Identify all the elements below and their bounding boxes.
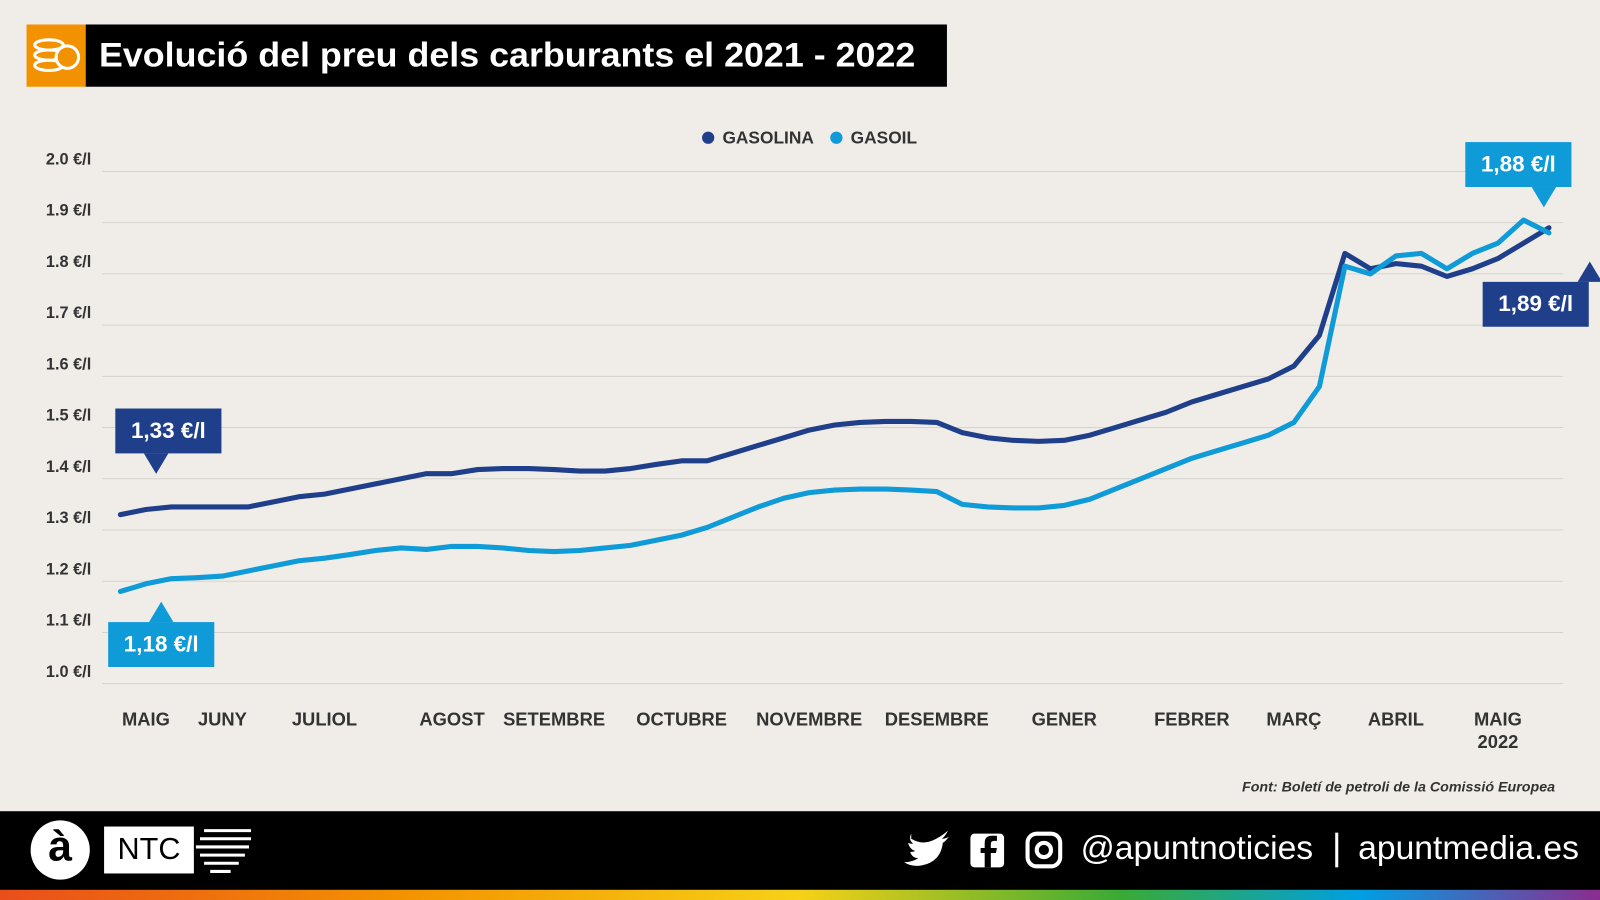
data-label: 1,33 €/l	[131, 418, 206, 443]
rainbow-strip	[0, 889, 1600, 900]
chart-title: Evolució del preu dels carburants el 202…	[99, 36, 915, 74]
y-tick-label: 1.3 €/l	[46, 509, 91, 527]
source: Font: Boletí de petroli de la Comissió E…	[1242, 780, 1555, 796]
plot-area: 1.0 €/l 1.1 €/l 1.2 €/l 1.3 €/l 1.4 €/l 1.5 €…	[46, 151, 1564, 752]
data-line	[117, 217, 1552, 595]
x-tick-label: JULIOL	[292, 708, 357, 729]
brand-lines	[195, 829, 252, 873]
callout-pointer	[148, 601, 174, 623]
x-tick-label: MARÇ	[1266, 708, 1321, 729]
y-tick-label: 1.6 €/l	[46, 355, 91, 373]
instagram-lens	[1034, 840, 1054, 860]
data-label: 1,18 €/l	[124, 631, 199, 656]
instagram-icon	[1025, 831, 1063, 869]
y-tick-label: 1.2 €/l	[46, 560, 91, 578]
y-tick-label: 1.8 €/l	[46, 253, 91, 271]
twitter-icon	[904, 830, 949, 866]
brand-box	[104, 826, 194, 874]
callout-box	[108, 622, 215, 667]
callout-pointer	[143, 453, 169, 474]
data-line	[117, 225, 1552, 518]
x-tick-label: GENER	[1032, 708, 1097, 729]
footer-bar	[0, 811, 1600, 891]
site: apuntmedia.es	[1358, 830, 1579, 867]
y-tick-label: 1.0 €/l	[46, 663, 91, 681]
handle: @apuntnoticies	[1081, 830, 1314, 867]
y-tick-label: 1.4 €/l	[46, 458, 91, 476]
y-tick-label: 2.0 €/l	[46, 151, 91, 169]
y-tick-label: 1.7 €/l	[46, 304, 91, 322]
x-tick-label: OCTUBRE	[636, 708, 727, 729]
facebook-f	[980, 835, 997, 868]
x-tick-label: JUNY	[198, 708, 247, 729]
y-tick-label: 1.9 €/l	[46, 202, 91, 220]
brand: NTC	[118, 832, 181, 866]
x-tick-label: MAIG 2022	[1474, 708, 1522, 751]
legend-marker	[702, 131, 715, 144]
callout-box	[1482, 281, 1589, 327]
title-bar	[85, 24, 947, 87]
data-label: 1,88 €/l	[1481, 151, 1556, 176]
y-tick-label: 1.5 €/l	[46, 407, 91, 425]
x-tick-label: AGOST	[419, 708, 485, 729]
callout-pointer	[1531, 186, 1557, 208]
callout-box	[115, 408, 222, 454]
coins-icon	[33, 38, 81, 72]
callout-box	[1465, 142, 1572, 187]
logo: à	[48, 822, 72, 870]
legend-marker	[830, 131, 843, 144]
legend-label: GASOLINA	[722, 127, 814, 147]
data-label: 1,89 €/l	[1498, 291, 1573, 316]
x-tick-label: ABRIL	[1368, 708, 1424, 729]
x-tick-label: FEBRER	[1154, 708, 1229, 729]
x-tick-label: SETEMBRE	[503, 708, 605, 729]
x-tick-label: DESEMBRE	[885, 708, 989, 729]
callout-pointer	[1577, 261, 1600, 282]
legend-label: GASOIL	[851, 127, 918, 147]
x-tick-label: MAIG	[122, 708, 170, 729]
logo-circle	[30, 820, 90, 880]
y-tick-label: 1.1 €/l	[46, 612, 91, 630]
x-tick-label: NOVEMBRE	[756, 708, 862, 729]
